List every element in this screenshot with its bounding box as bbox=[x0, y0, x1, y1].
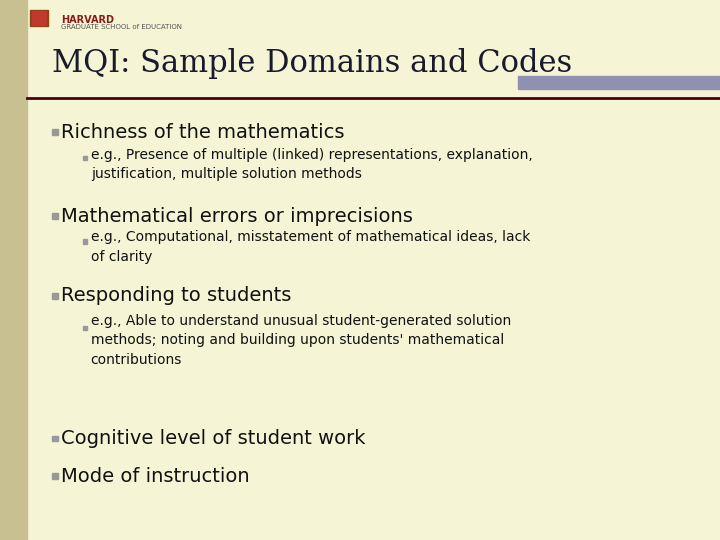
Bar bbox=[83, 326, 87, 330]
Bar bbox=[52, 435, 58, 442]
Bar bbox=[52, 473, 58, 480]
Bar bbox=[0, 0, 27, 540]
Text: e.g., Computational, misstatement of mathematical ideas, lack
of clarity: e.g., Computational, misstatement of mat… bbox=[91, 230, 530, 264]
Text: Richness of the mathematics: Richness of the mathematics bbox=[61, 123, 345, 142]
Bar bbox=[518, 76, 720, 89]
Text: Mathematical errors or imprecisions: Mathematical errors or imprecisions bbox=[61, 206, 413, 226]
Bar bbox=[83, 156, 87, 160]
Bar bbox=[52, 293, 58, 299]
Bar bbox=[83, 239, 87, 244]
Bar bbox=[52, 213, 58, 219]
Text: Mode of instruction: Mode of instruction bbox=[61, 467, 250, 486]
Text: e.g., Able to understand unusual student-generated solution
methods; noting and : e.g., Able to understand unusual student… bbox=[91, 314, 511, 367]
Bar bbox=[52, 129, 58, 135]
Bar bbox=[30, 10, 48, 26]
Text: HARVARD: HARVARD bbox=[61, 15, 114, 25]
Text: Responding to students: Responding to students bbox=[61, 286, 292, 306]
Text: MQI: Sample Domains and Codes: MQI: Sample Domains and Codes bbox=[52, 48, 572, 79]
Text: Cognitive level of student work: Cognitive level of student work bbox=[61, 429, 366, 448]
Text: e.g., Presence of multiple (linked) representations, explanation,
justification,: e.g., Presence of multiple (linked) repr… bbox=[91, 148, 533, 181]
Text: GRADUATE SCHOOL of EDUCATION: GRADUATE SCHOOL of EDUCATION bbox=[61, 24, 182, 30]
Bar bbox=[32, 11, 46, 25]
